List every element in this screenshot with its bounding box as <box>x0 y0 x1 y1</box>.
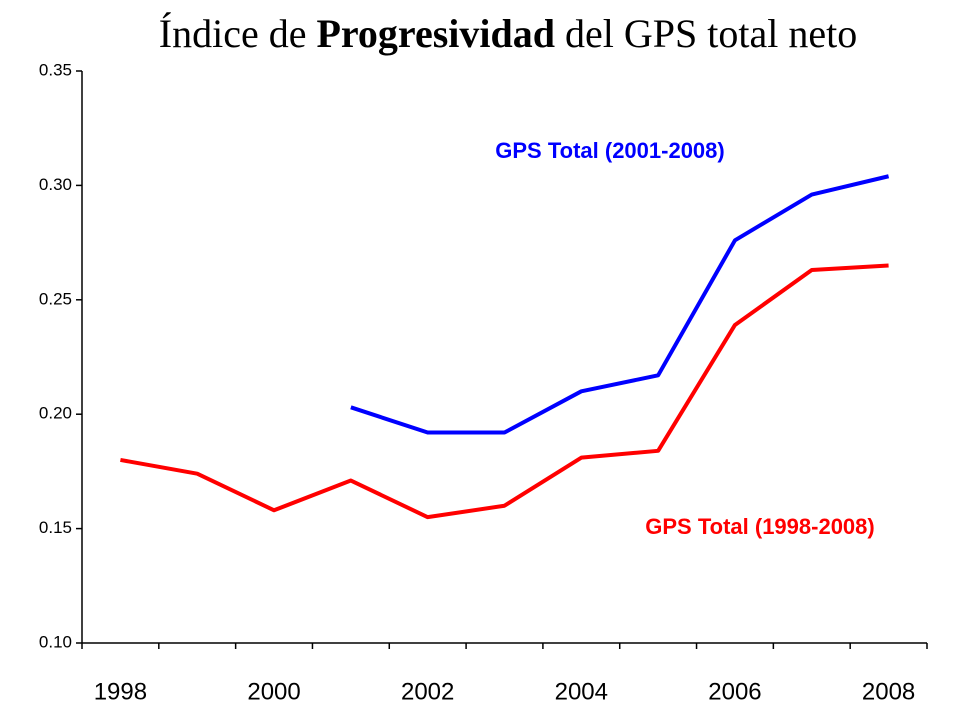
y-tick-label: 0.25 <box>39 289 72 308</box>
x-tick-label: 1998 <box>94 678 147 705</box>
y-tick-label: 0.15 <box>39 518 72 537</box>
series-label: GPS Total (1998-2008) <box>645 514 874 539</box>
chart-title: Índice de Progresividad del GPS total ne… <box>159 11 857 56</box>
x-tick-label: 2008 <box>862 678 915 705</box>
title-part: Índice de <box>159 11 317 56</box>
x-tick-label: 2002 <box>401 678 454 705</box>
x-tick-label: 2006 <box>708 678 761 705</box>
title-part: del GPS total neto <box>555 11 857 56</box>
y-tick-label: 0.20 <box>39 404 72 423</box>
title-part: Progresividad <box>316 11 555 56</box>
y-tick-label: 0.35 <box>39 60 72 79</box>
x-tick-label: 2000 <box>247 678 300 705</box>
series-line <box>350 174 890 435</box>
series-label: GPS Total (2001-2008) <box>495 138 724 163</box>
x-tick-label: 2004 <box>555 678 608 705</box>
y-tick-label: 0.10 <box>39 632 72 651</box>
series-line <box>120 263 889 520</box>
y-tick-label: 0.30 <box>39 175 72 194</box>
